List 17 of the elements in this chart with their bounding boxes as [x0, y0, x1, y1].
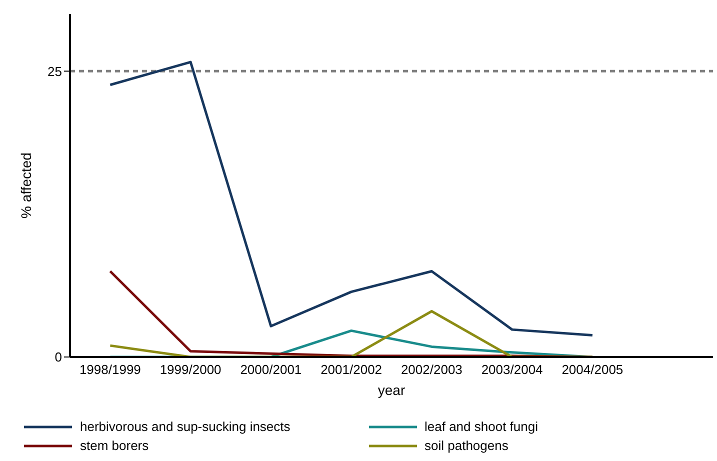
line-series [108, 60, 594, 337]
legend-label: leaf and shoot fungi [424, 419, 538, 434]
x-tick-label: 2002/2003 [400, 362, 462, 378]
x-tick-label: 1999/2000 [160, 362, 222, 378]
x-tick-label: 1998/1999 [79, 362, 141, 378]
legend-label: stem borers [80, 438, 149, 453]
x-tick-label: 2003/2004 [481, 362, 543, 378]
y-axis-title: % affected [18, 152, 34, 218]
legend-label: soil pathogens [424, 438, 508, 453]
x-tick-label: 2001/2002 [320, 362, 382, 378]
x-tick-label: 2000/2001 [240, 362, 302, 378]
x-tick-label: 2004/2005 [562, 362, 624, 378]
x-axis-title: year [378, 382, 406, 398]
y-tick-label: 25 [48, 64, 62, 79]
legend-label: herbivorous and sup-sucking insects [80, 419, 290, 434]
y-tick-label: 0 [54, 350, 62, 365]
line-series [108, 270, 594, 357]
